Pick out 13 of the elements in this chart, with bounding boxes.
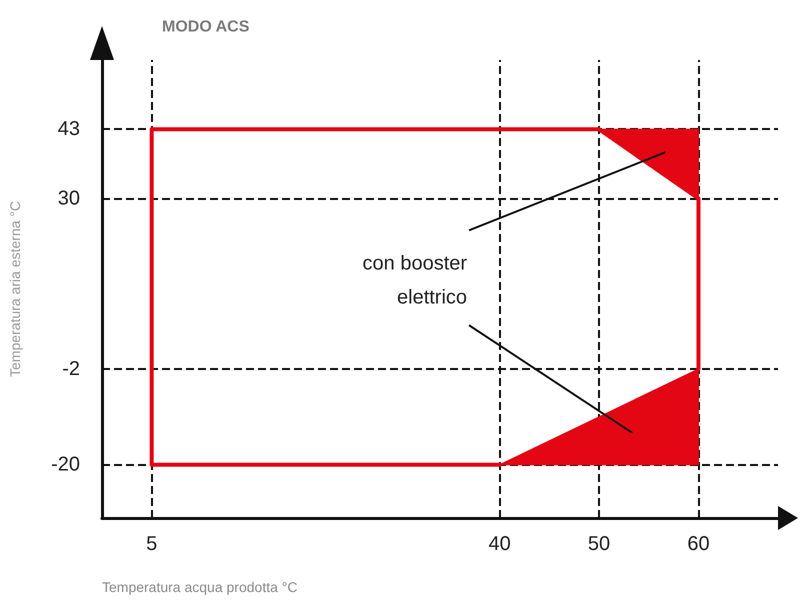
line-series	[150, 127, 700, 467]
x-tick-label: 60	[687, 533, 710, 555]
y-tick-label: -20	[51, 454, 80, 476]
x-axis-title: Temperatura acqua prodotta °C	[102, 579, 298, 595]
annotation: con booster elettrico	[362, 252, 468, 308]
y-tick-label: 43	[58, 118, 80, 140]
y-tick-label: -2	[62, 358, 80, 380]
y-tick-label: 30	[58, 187, 80, 210]
y-axis-title: Temperatura aria esterna °C	[7, 200, 23, 378]
x-tick-label: 40	[488, 533, 511, 555]
chart-title: MODO ACS	[162, 18, 250, 36]
x-tick-label: 50	[588, 533, 610, 555]
x-tick-label: 5	[146, 533, 158, 555]
